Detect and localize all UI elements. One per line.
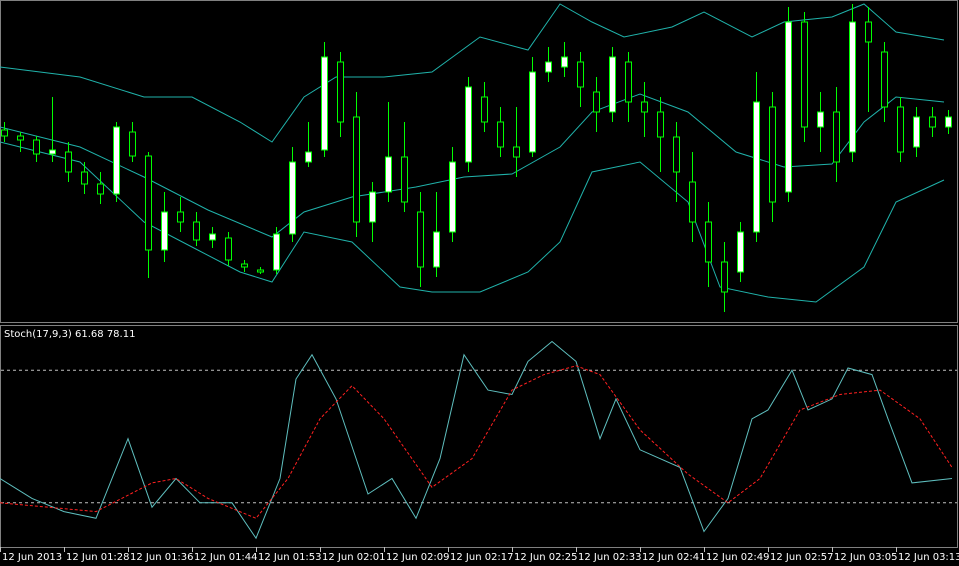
candle-body xyxy=(369,191,376,223)
candle-body xyxy=(769,106,776,203)
candle-body xyxy=(721,261,728,293)
candle-body xyxy=(161,211,168,251)
candle-body xyxy=(833,111,840,163)
candle-body xyxy=(465,86,472,163)
candle-body xyxy=(353,116,360,223)
candle-body xyxy=(641,101,648,113)
series-line xyxy=(0,3,945,143)
candle-body xyxy=(33,139,40,155)
candle-body xyxy=(17,135,24,141)
candle-body xyxy=(481,96,488,123)
series-line xyxy=(0,365,953,519)
x-tick-label: 12 Jun 02:33 xyxy=(578,552,642,563)
x-tick-label: 12 Jun 02:01 xyxy=(322,552,386,563)
candle-body xyxy=(577,61,584,88)
x-tick-label: 12 Jun 02:09 xyxy=(386,552,450,563)
candle-body xyxy=(609,56,616,113)
candle-body xyxy=(177,211,184,223)
candle-body xyxy=(513,146,520,158)
candle-body xyxy=(913,116,920,148)
candle-body xyxy=(545,61,552,73)
candle-body xyxy=(401,156,408,203)
candle-body xyxy=(417,211,424,268)
candle-body xyxy=(689,181,696,223)
x-tick-label: 12 Jun 02:41 xyxy=(642,552,706,563)
candle-body xyxy=(657,111,664,138)
x-tick-label: 12 Jun 02:25 xyxy=(514,552,578,563)
candle-body xyxy=(801,21,808,128)
candle-body xyxy=(945,116,952,128)
candle-body xyxy=(593,91,600,113)
candle-body xyxy=(449,161,456,233)
candle-body xyxy=(849,21,856,153)
candle-body xyxy=(881,51,888,108)
candle-body xyxy=(49,149,56,155)
x-tick-label: 12 Jun 03:13 xyxy=(898,552,959,563)
price-panel-frame xyxy=(0,0,958,323)
series-line xyxy=(0,141,945,303)
candle-body xyxy=(241,263,248,268)
indicator-title: Stoch(17,9,3) 61.68 78.11 xyxy=(4,329,135,340)
candle-body xyxy=(145,155,152,251)
indicator-panel-frame xyxy=(0,325,958,548)
x-tick-label: 12 Jun 01:36 xyxy=(130,552,194,563)
candle-body xyxy=(897,106,904,153)
candle-body xyxy=(65,151,72,173)
candle-body xyxy=(625,61,632,103)
x-tick-label: 12 Jun 01:28 xyxy=(66,552,130,563)
candle-body xyxy=(561,56,568,68)
x-tick-label: 12 Jun 02:49 xyxy=(706,552,770,563)
candle-body xyxy=(257,269,264,273)
x-tick-label: 12 Jun 2013 xyxy=(2,552,62,563)
candle-body xyxy=(225,237,232,261)
x-tick-label: 12 Jun 01:53 xyxy=(258,552,322,563)
candle-body xyxy=(321,56,328,151)
candle-body xyxy=(433,231,440,268)
candle-body xyxy=(129,131,136,157)
candle-body xyxy=(289,161,296,235)
candle-body xyxy=(785,21,792,193)
candle-body xyxy=(81,171,88,185)
series-line xyxy=(0,93,945,238)
candle-body xyxy=(209,233,216,241)
candle-body xyxy=(497,121,504,148)
candle-body xyxy=(113,126,120,195)
candle-body xyxy=(337,61,344,123)
candle-body xyxy=(1,129,8,137)
x-tick-label: 12 Jun 01:44 xyxy=(194,552,258,563)
candle-body xyxy=(529,71,536,153)
candle-body xyxy=(97,183,104,195)
candle-body xyxy=(673,136,680,173)
candle-body xyxy=(273,233,280,271)
candle-body xyxy=(193,221,200,241)
x-tick-label: 12 Jun 02:57 xyxy=(770,552,834,563)
candle-body xyxy=(705,221,712,263)
candle-body xyxy=(865,21,872,43)
x-tick-label: 12 Jun 03:05 xyxy=(834,552,898,563)
candle-body xyxy=(385,156,392,193)
candle-body xyxy=(305,151,312,163)
series-line xyxy=(0,340,953,540)
candle-body xyxy=(753,101,760,233)
candle-body xyxy=(929,116,936,128)
candle-body xyxy=(737,231,744,273)
candle-body xyxy=(817,111,824,128)
x-tick-label: 12 Jun 02:17 xyxy=(450,552,514,563)
